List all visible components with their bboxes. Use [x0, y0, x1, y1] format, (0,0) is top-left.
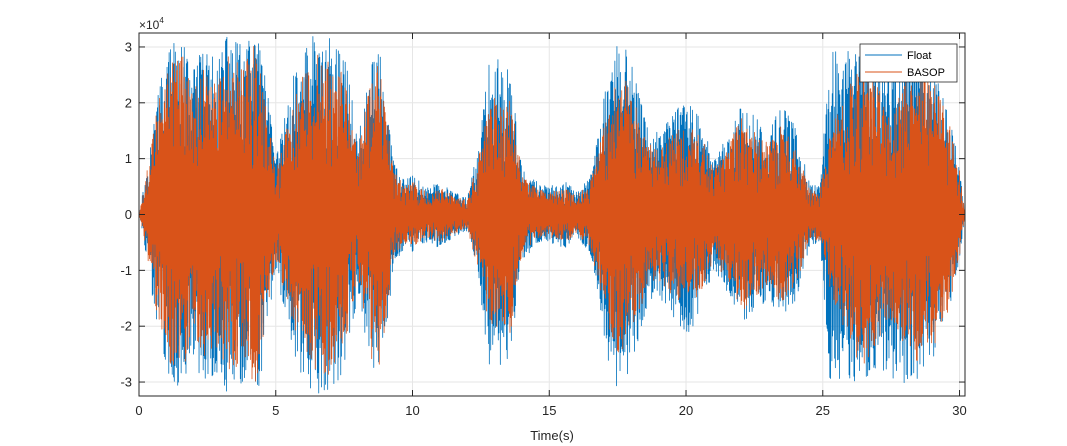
y-exponent-power: 4	[159, 16, 164, 25]
legend-label-float: Float	[907, 50, 931, 62]
y-tick-label: -2	[120, 319, 132, 334]
y-tick-label: -1	[120, 263, 132, 278]
y-tick-label: 1	[125, 151, 132, 166]
series-layer	[139, 36, 966, 394]
x-tick-label: 10	[405, 403, 419, 418]
y-exponent-base: ×10	[139, 18, 160, 32]
x-tick-label: 0	[135, 403, 142, 418]
x-axis: 0 5 10 15 20 25 30	[135, 33, 967, 418]
x-tick-label: 15	[542, 403, 556, 418]
x-tick-label: 5	[272, 403, 279, 418]
x-tick-label: 20	[679, 403, 693, 418]
legend[interactable]: Float BASOP	[859, 43, 958, 83]
y-tick-label: 3	[125, 39, 132, 54]
x-tick-label: 30	[952, 403, 966, 418]
y-tick-label: 0	[125, 207, 132, 222]
y-tick-label: -3	[120, 375, 132, 390]
legend-box	[859, 43, 958, 83]
x-tick-label: 25	[816, 403, 830, 418]
legend-label-basop: BASOP	[907, 67, 945, 79]
y-exponent-label: ×104	[139, 16, 164, 32]
y-tick-label: 2	[125, 95, 132, 110]
series-line-float	[139, 36, 966, 394]
y-axis: -3 -2 -1 0 1 2 3	[120, 39, 965, 390]
x-axis-label: Time(s)	[530, 428, 574, 443]
series-line-basop	[139, 45, 966, 382]
